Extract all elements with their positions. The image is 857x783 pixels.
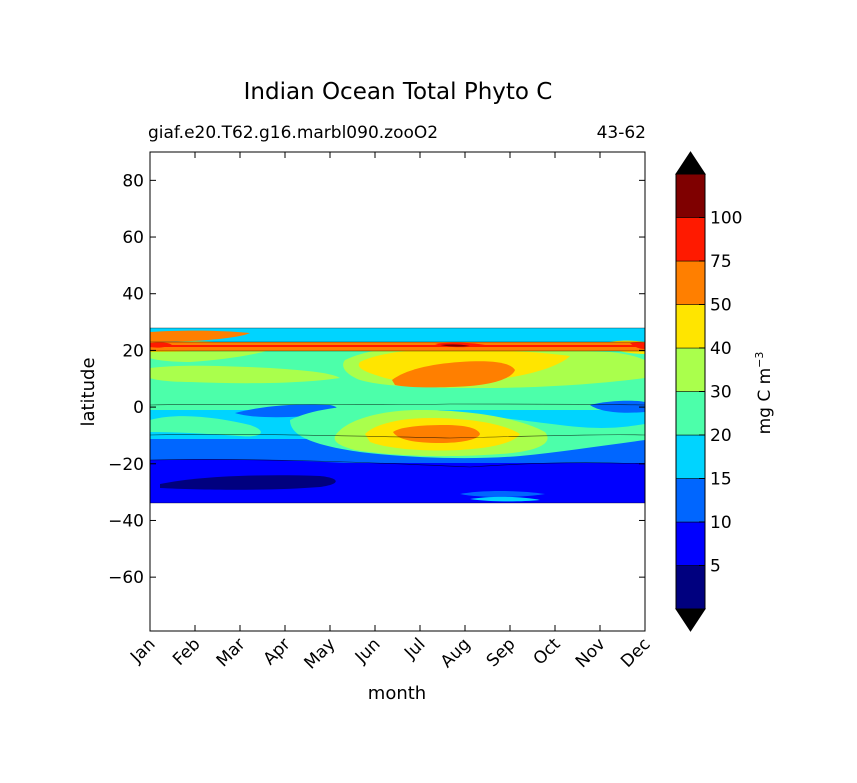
colorbar-segment <box>675 304 706 349</box>
colorbar-tick-label: 50 <box>710 296 732 316</box>
x-tick-label: Mar <box>213 634 250 671</box>
colorbar-tick-label: 30 <box>710 383 732 403</box>
colorbar-segment <box>675 347 706 392</box>
y-tick-label: 0 <box>133 398 144 418</box>
colorbar-extend-max <box>675 151 706 175</box>
contour-patch-10-15-east <box>590 400 645 413</box>
x-tick-label: Aug <box>437 634 475 672</box>
x-tick-label: Jun <box>351 634 385 668</box>
contour-field <box>150 327 645 504</box>
chart-subtitle-right: 43-62 <box>597 123 646 143</box>
contour-band-75-100 <box>150 345 645 347</box>
contour-patch-20-30-west <box>150 416 261 437</box>
x-tick-label: Sep <box>483 634 520 671</box>
colorbar-segment <box>675 478 706 523</box>
chart-title: Indian Ocean Total Phyto C <box>244 79 553 105</box>
x-tick-label: Jan <box>126 634 159 667</box>
y-tick-label: 80 <box>122 171 144 191</box>
colorbar-segment <box>675 173 706 218</box>
contour-patch-75-100-c <box>630 342 645 349</box>
svg-text:mg C m−3: mg C m−3 <box>753 352 775 435</box>
y-tick-label: −40 <box>108 511 144 531</box>
x-tick-label: Dec <box>617 634 654 671</box>
contour-patch-0-5 <box>160 475 336 490</box>
contour-band-15-20-north <box>150 328 645 342</box>
colorbar-tick-label: 75 <box>710 252 732 272</box>
x-tick-label: Oct <box>530 634 565 669</box>
x-tick-label: Jul <box>400 634 429 663</box>
y-tick-label: 20 <box>122 341 144 361</box>
y-tick-label: −20 <box>108 455 144 475</box>
x-tick-label: Nov <box>572 634 610 672</box>
plot-frame <box>149 151 646 632</box>
contour-patch-30-40-west-band <box>150 365 340 384</box>
colorbar-label-exponent: −3 <box>753 352 766 368</box>
y-axis-label: latitude <box>78 357 99 426</box>
colorbar-tick-label: 20 <box>710 426 732 446</box>
colorbar-segment <box>675 565 706 610</box>
colorbar-tick-label: 10 <box>710 513 732 533</box>
colorbar-tick-label: 15 <box>710 470 732 490</box>
contour-patch-50-75-topleft <box>150 330 250 342</box>
y-tick-label: 60 <box>122 228 144 248</box>
x-tick-label: Apr <box>260 634 295 669</box>
colorbar: 5 10 15 20 30 40 50 75 100 <box>675 151 742 632</box>
contour-patch-5-10-wave <box>150 459 645 473</box>
colorbar-label-main: mg C m <box>755 368 775 435</box>
chart-subtitle-left: giaf.e20.T62.g16.marbl090.zooO2 <box>148 123 438 143</box>
colorbar-segment <box>675 391 706 436</box>
contour-patch-75-100-b <box>150 342 172 348</box>
contour-lines <box>150 327 645 504</box>
colorbar-tick-label: 5 <box>710 557 721 577</box>
x-tick-label: Feb <box>169 634 204 669</box>
contour-patch-10-15-south-extra <box>460 491 545 497</box>
x-axis-label: month <box>368 683 426 704</box>
colorbar-tick-label: 100 <box>710 209 742 229</box>
y-tick-label: −60 <box>108 568 144 588</box>
colorbar-label: mg C m−3 <box>753 352 775 435</box>
colorbar-segment <box>675 521 706 566</box>
colorbar-extend-min <box>675 608 706 632</box>
contour-patch-100-plus <box>440 344 470 347</box>
contour-patch-15-20-south-extra <box>470 496 540 502</box>
contour-patch-50-75-south <box>393 425 480 443</box>
colorbar-tick-label: 40 <box>710 339 732 359</box>
colorbar-segment <box>675 217 706 262</box>
y-tick-label: 40 <box>122 285 144 305</box>
contour-patch-50-75-north <box>392 361 515 388</box>
colorbar-segment <box>675 260 706 305</box>
y-axis: 80 60 40 20 0 −20 −40 −60 <box>108 171 645 588</box>
x-tick-label: May <box>301 634 340 673</box>
colorbar-segment <box>675 434 706 479</box>
